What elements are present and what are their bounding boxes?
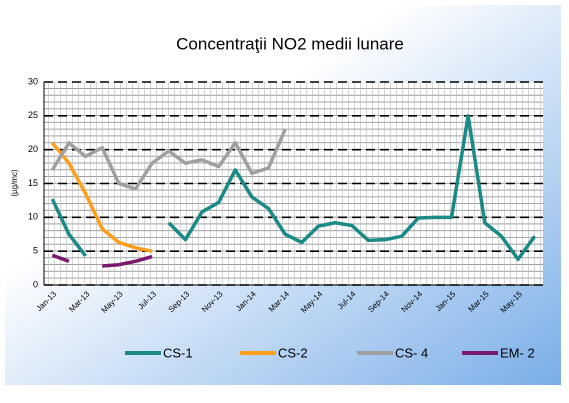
legend-label: CS- 4	[395, 345, 428, 360]
legend-label: CS-1	[163, 345, 193, 360]
y-axis-label: (µg/mc)	[10, 169, 19, 197]
series-line	[50, 128, 287, 191]
y-tick-label: 0	[33, 279, 38, 289]
y-tick-label: 10	[28, 212, 38, 222]
series-line	[50, 114, 537, 262]
legend-label: CS-2	[278, 345, 308, 360]
legend-label: EM- 2	[500, 345, 535, 360]
y-tick-label: 5	[33, 246, 38, 256]
y-tick-label: 20	[28, 144, 38, 154]
chart-title: Concentraţii NO2 medii lunare	[176, 34, 404, 53]
plot-area	[44, 82, 543, 285]
y-tick-label: 15	[28, 178, 38, 188]
y-tick-label: 25	[28, 110, 38, 120]
series-line	[51, 253, 153, 268]
y-tick-label: 30	[28, 76, 38, 86]
series-line	[50, 141, 153, 253]
